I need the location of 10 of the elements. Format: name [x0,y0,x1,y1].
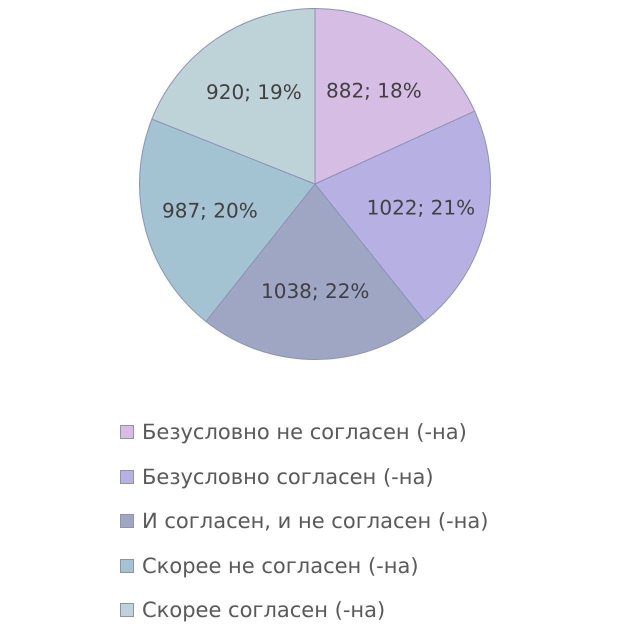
data-label: 1038; 22% [260,279,370,304]
legend-label: Безусловно не согласен (-на) [142,420,467,444]
legend-label: Скорее не согласен (-на) [142,554,419,578]
legend-label: Безусловно согласен (-на) [142,464,434,489]
legend-label: Скорее согласен (-на) [142,598,386,622]
data-label: 882; 18% [326,78,422,103]
data-label: 987; 20% [162,198,258,222]
legend-label: И согласен, и не согласен (-на) [142,509,488,534]
data-label: 920; 19% [206,80,302,104]
data-label: 1022; 21% [366,195,476,220]
